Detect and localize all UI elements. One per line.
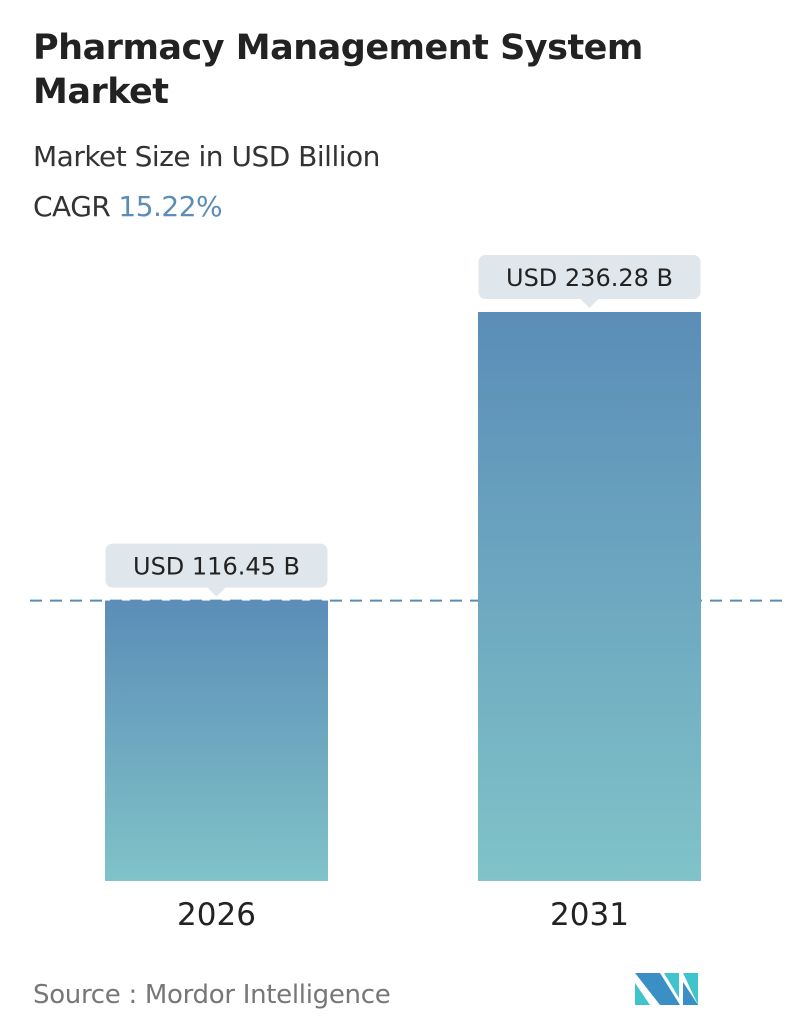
cagr-label: CAGR bbox=[33, 190, 111, 223]
source-text: Source : Mordor Intelligence bbox=[33, 980, 391, 1010]
bar-2026 bbox=[105, 600, 328, 881]
cagr-value: 15.22% bbox=[118, 190, 223, 223]
x-tick-label: 2031 bbox=[550, 897, 629, 933]
x-tick-label: 2026 bbox=[177, 897, 256, 933]
data-label-box bbox=[105, 543, 328, 588]
cagr: CAGR 15.22% bbox=[33, 190, 223, 223]
data-label-pointer bbox=[580, 299, 599, 308]
data-label: USD 116.45 B bbox=[133, 553, 300, 581]
data-label-box bbox=[478, 255, 701, 299]
bar-2031 bbox=[478, 312, 701, 881]
chart-subtitle: Market Size in USD Billion bbox=[33, 140, 380, 173]
data-label-pointer bbox=[207, 587, 226, 597]
data-label: USD 236.28 B bbox=[506, 264, 673, 292]
chart-title: Pharmacy Management System Market bbox=[33, 28, 643, 112]
